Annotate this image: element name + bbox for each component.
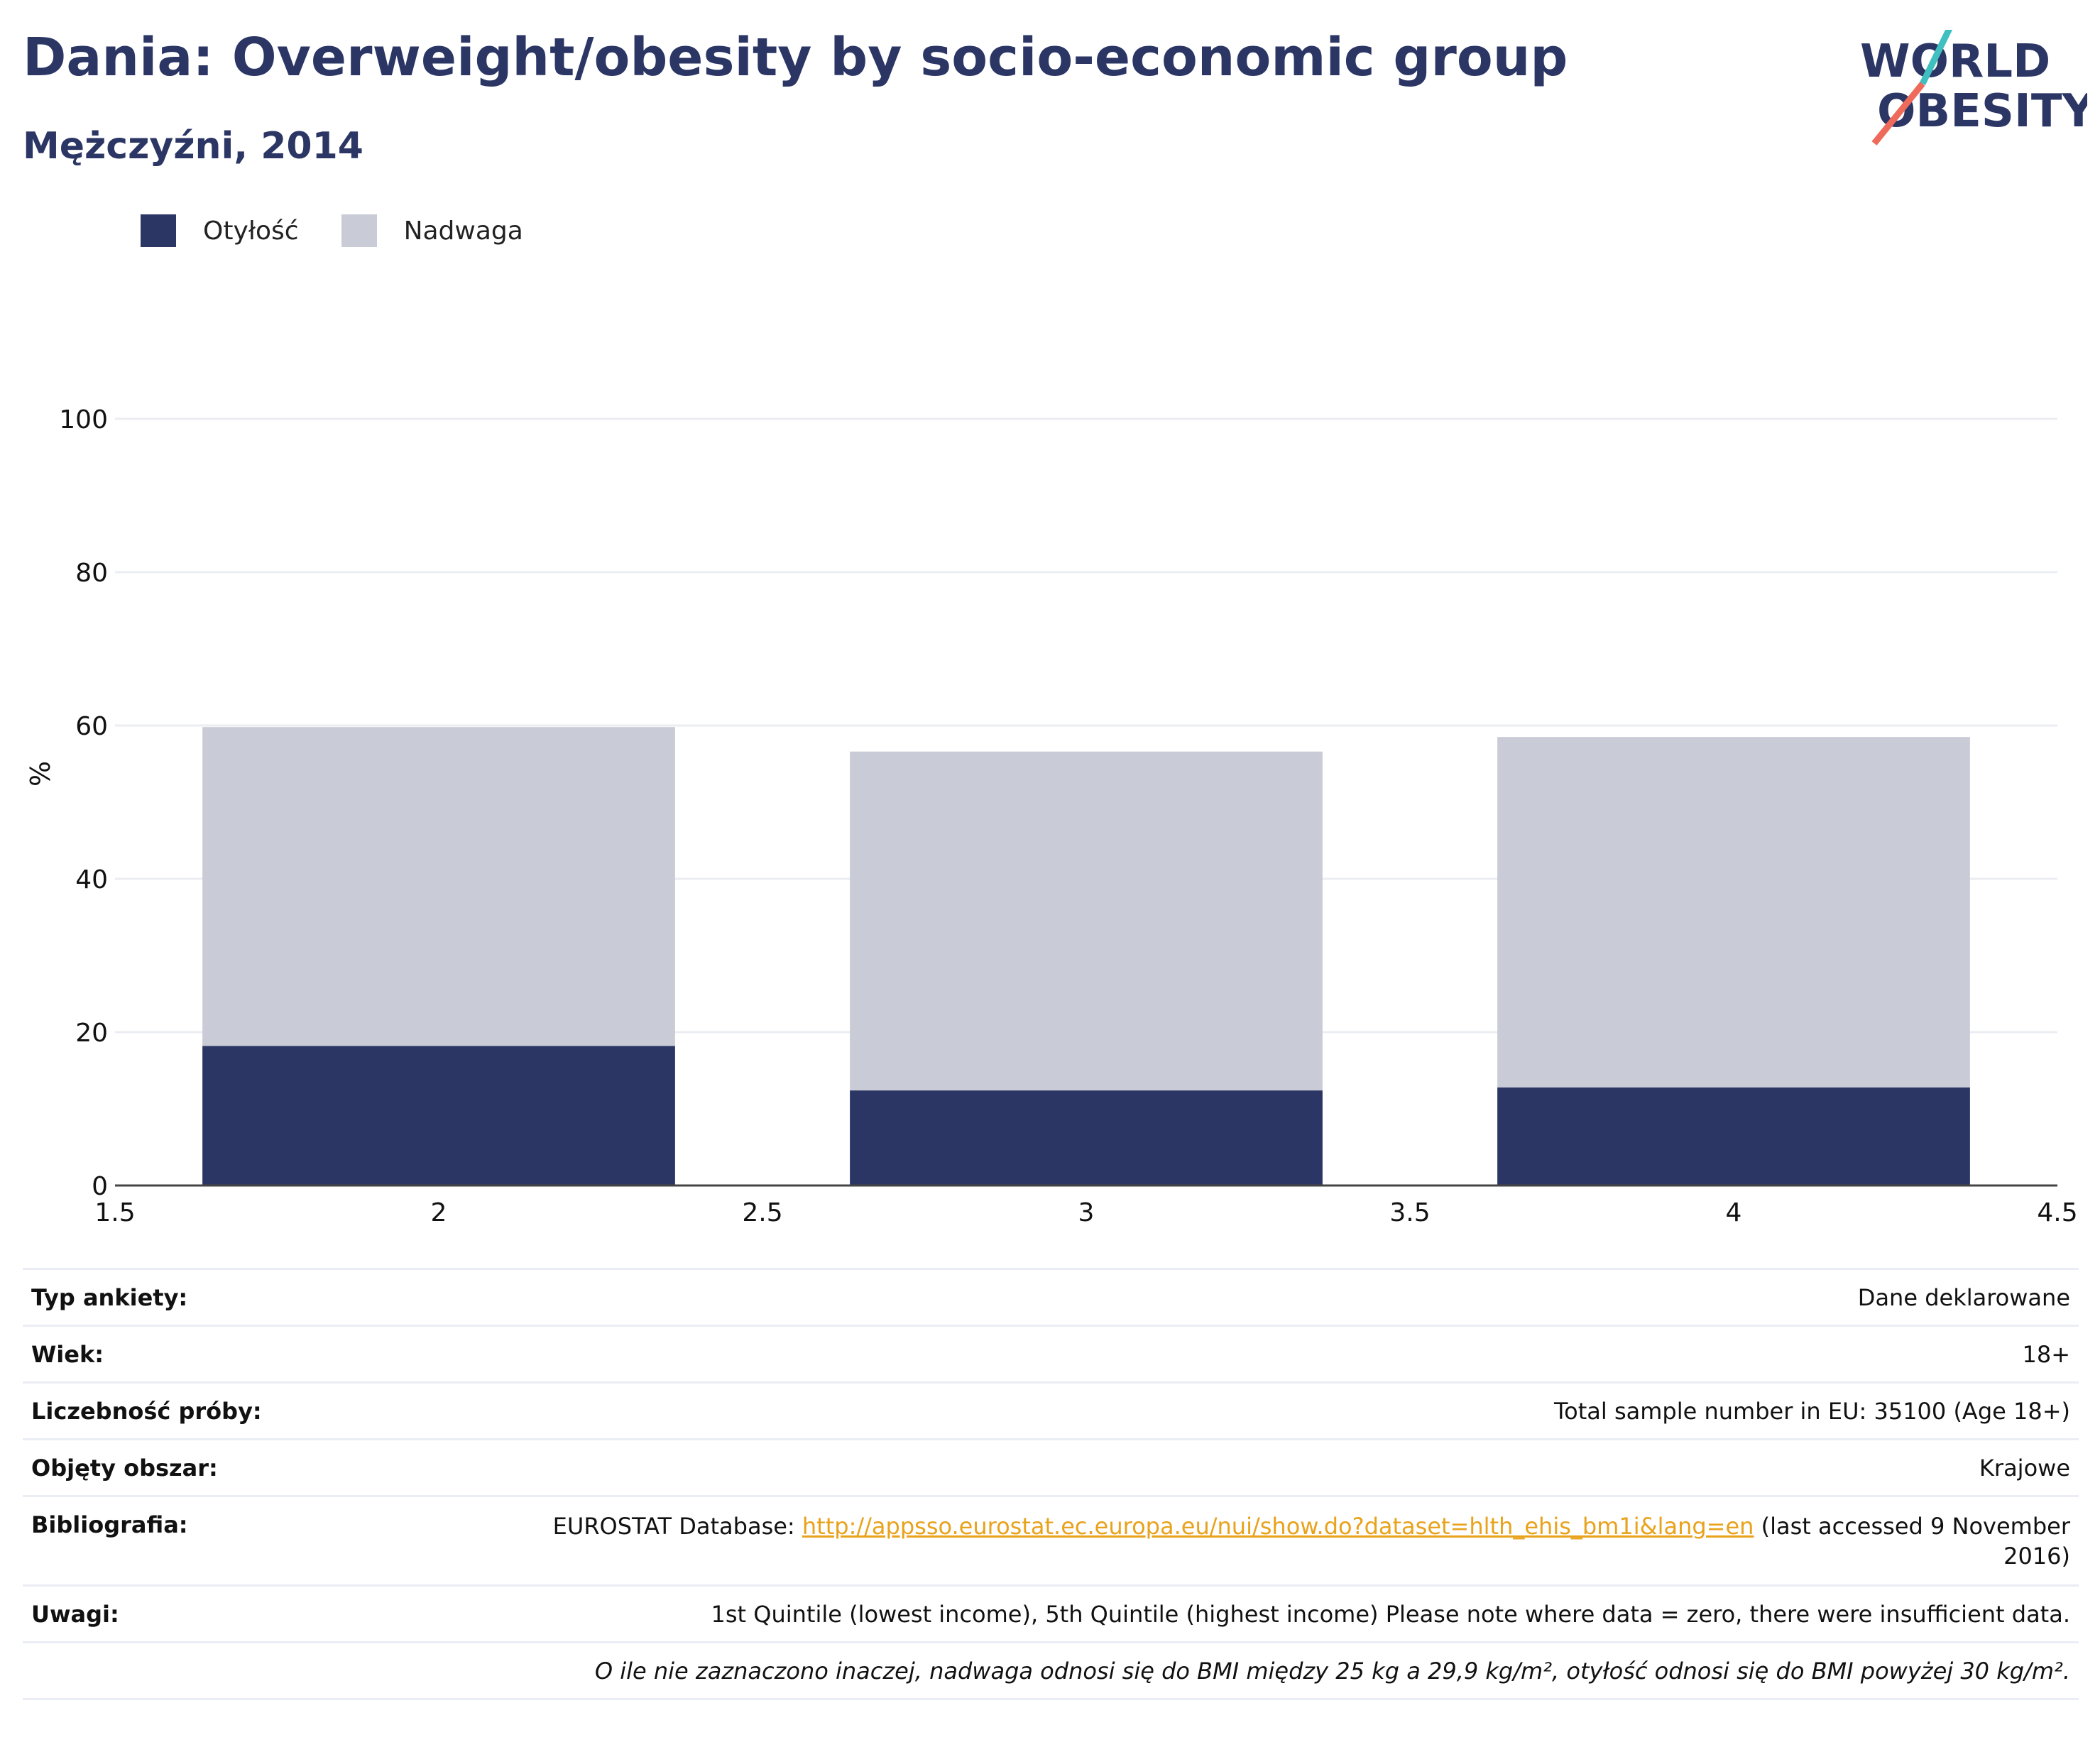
- bibliography-link[interactable]: http://appsso.eurostat.ec.europa.eu/nui/…: [802, 1513, 1754, 1540]
- y-tick-label: 20: [75, 1019, 108, 1048]
- x-tick-label: 1.5: [94, 1198, 135, 1227]
- meta-key: Wiek:: [23, 1325, 537, 1384]
- meta-key-empty: [23, 1642, 537, 1700]
- meta-key: Typ ankiety:: [23, 1268, 537, 1327]
- y-tick-label: 100: [59, 405, 108, 434]
- meta-key: Uwagi:: [23, 1585, 537, 1643]
- meta-value: Krajowe: [537, 1439, 2079, 1497]
- bar-obesity-3[interactable]: [850, 1090, 1323, 1185]
- table-row: Liczebność próby: Total sample number in…: [23, 1382, 2079, 1440]
- bar-chart: 0 20 40 60 80 100 1.5 2 2.5 3 3.5 4 4.5 %: [25, 405, 2078, 1227]
- table-row: Bibliografia: EUROSTAT Database: http://…: [23, 1496, 2079, 1587]
- x-tick-label: 4: [1726, 1198, 1742, 1227]
- logo-line1: WORLD: [1860, 35, 2050, 88]
- x-tick-label: 2.5: [742, 1198, 782, 1227]
- metadata-table: Typ ankiety: Dane deklarowane Wiek: 18+ …: [23, 1268, 2079, 1700]
- axes: 0 20 40 60 80 100 1.5 2 2.5 3 3.5 4 4.5: [59, 405, 2077, 1227]
- x-tick-label: 4.5: [2037, 1198, 2077, 1227]
- logo-slash-teal: [1919, 30, 1953, 85]
- bar-obesity-4[interactable]: [1497, 1087, 1970, 1185]
- meta-value: Dane deklarowane: [537, 1268, 2079, 1327]
- meta-key: Liczebność próby:: [23, 1382, 537, 1440]
- x-tick-label: 3: [1078, 1198, 1095, 1227]
- y-tick-label: 80: [75, 559, 108, 588]
- legend-label-obesity: Otyłość: [203, 216, 299, 246]
- table-row: Typ ankiety: Dane deklarowane: [23, 1268, 2079, 1327]
- chart-title: Dania: Overweight/obesity by socio-econo…: [23, 27, 1568, 88]
- x-tick-label: 2: [431, 1198, 447, 1227]
- table-row: Wiek: 18+: [23, 1325, 2079, 1384]
- bar-obesity-2[interactable]: [202, 1046, 675, 1185]
- chart-legend: Otyłość Nadwaga: [141, 213, 566, 248]
- meta-value: Total sample number in EU: 35100 (Age 18…: [537, 1382, 2079, 1440]
- world-obesity-logo: WORLD OBESITY: [1860, 30, 2087, 146]
- y-axis-label: %: [25, 761, 56, 787]
- footnote: O ile nie zaznaczono inaczej, nadwaga od…: [537, 1642, 2079, 1700]
- logo-line2: OBESITY: [1877, 85, 2087, 138]
- bar-overweight-4[interactable]: [1497, 737, 1970, 1088]
- bar-overweight-2[interactable]: [202, 727, 675, 1046]
- meta-key: Objęty obszar:: [23, 1439, 537, 1497]
- bar-overweight-3[interactable]: [850, 751, 1323, 1091]
- y-tick-label: 60: [75, 712, 108, 741]
- meta-value-bibliography: EUROSTAT Database: http://appsso.eurosta…: [537, 1496, 2079, 1587]
- meta-value: 1st Quintile (lowest income), 5th Quinti…: [537, 1585, 2079, 1643]
- table-row: Objęty obszar: Krajowe: [23, 1439, 2079, 1497]
- bars: [202, 727, 1970, 1185]
- legend-item-obesity[interactable]: Otyłość: [141, 214, 299, 247]
- bibliography-prefix: EUROSTAT Database:: [552, 1513, 802, 1540]
- y-tick-label: 0: [92, 1172, 108, 1201]
- table-row: Uwagi: 1st Quintile (lowest income), 5th…: [23, 1585, 2079, 1643]
- bibliography-suffix: (last accessed 9 November 2016): [1754, 1513, 2070, 1570]
- legend-item-overweight[interactable]: Nadwaga: [341, 214, 523, 247]
- legend-swatch-obesity: [141, 214, 176, 247]
- table-row: O ile nie zaznaczono inaczej, nadwaga od…: [23, 1642, 2079, 1700]
- y-tick-label: 40: [75, 865, 108, 894]
- x-tick-label: 3.5: [1389, 1198, 1430, 1227]
- legend-swatch-overweight: [341, 214, 377, 247]
- meta-value: 18+: [537, 1325, 2079, 1384]
- legend-label-overweight: Nadwaga: [403, 216, 523, 246]
- meta-key: Bibliografia:: [23, 1496, 537, 1587]
- logo-slash-coral: [1871, 82, 1925, 146]
- chart-subtitle: Mężczyźni, 2014: [23, 125, 363, 168]
